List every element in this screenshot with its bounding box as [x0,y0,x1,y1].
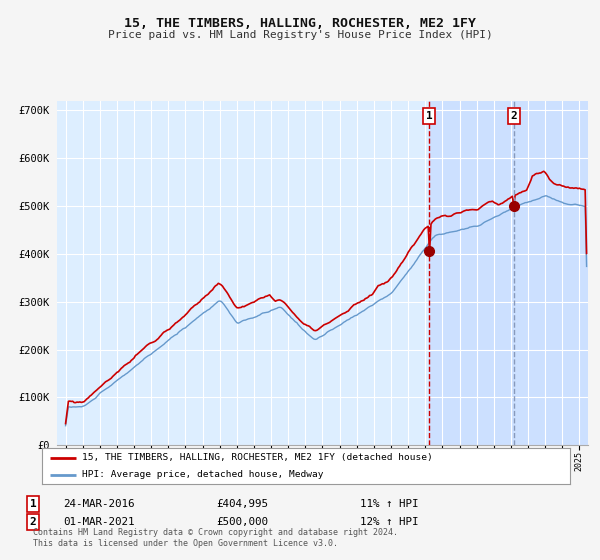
Text: 11% ↑ HPI: 11% ↑ HPI [360,499,419,509]
Text: 15, THE TIMBERS, HALLING, ROCHESTER, ME2 1FY (detached house): 15, THE TIMBERS, HALLING, ROCHESTER, ME2… [82,454,433,463]
Text: 1: 1 [29,499,37,509]
Text: £500,000: £500,000 [216,517,268,527]
Text: 01-MAR-2021: 01-MAR-2021 [63,517,134,527]
Text: 15, THE TIMBERS, HALLING, ROCHESTER, ME2 1FY: 15, THE TIMBERS, HALLING, ROCHESTER, ME2… [124,17,476,30]
Text: Contains HM Land Registry data © Crown copyright and database right 2024.
This d: Contains HM Land Registry data © Crown c… [33,528,398,548]
Text: 12% ↑ HPI: 12% ↑ HPI [360,517,419,527]
Text: 2: 2 [29,517,37,527]
Text: Price paid vs. HM Land Registry's House Price Index (HPI): Price paid vs. HM Land Registry's House … [107,30,493,40]
Text: HPI: Average price, detached house, Medway: HPI: Average price, detached house, Medw… [82,470,323,479]
Text: 1: 1 [426,111,433,121]
Bar [429,101,588,445]
Text: 24-MAR-2016: 24-MAR-2016 [63,499,134,509]
Text: 2: 2 [511,111,517,121]
Text: £404,995: £404,995 [216,499,268,509]
